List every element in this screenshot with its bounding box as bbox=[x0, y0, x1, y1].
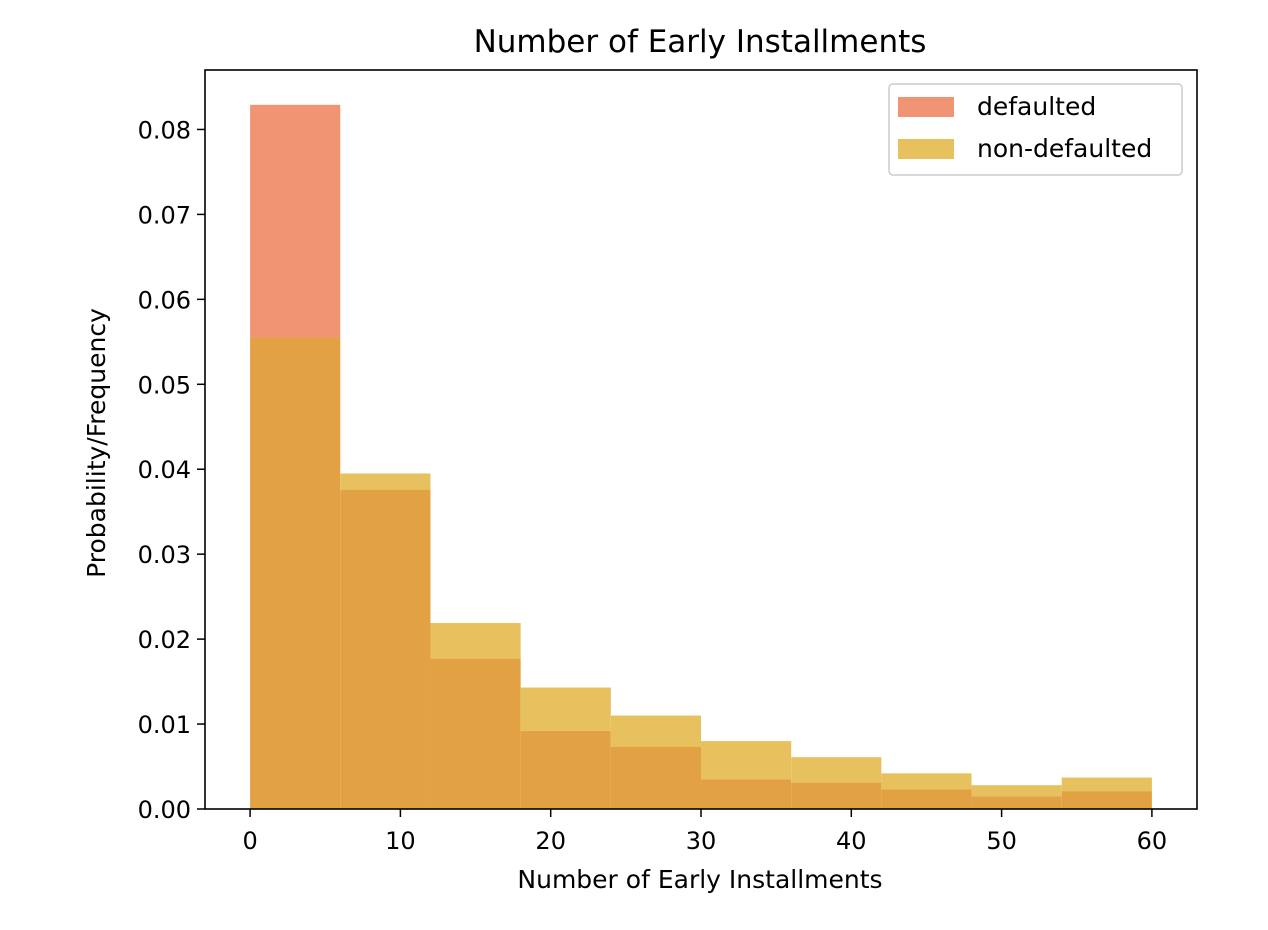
bar-non-defaulted-top bbox=[971, 785, 1062, 797]
x-tick-label: 60 bbox=[1137, 827, 1168, 855]
bar-overlap bbox=[791, 782, 882, 809]
bar-non-defaulted-top bbox=[430, 622, 521, 659]
plot-frame bbox=[204, 69, 1198, 810]
legend-label-non-defaulted: non-defaulted bbox=[977, 134, 1152, 163]
bar-overlap bbox=[610, 746, 701, 809]
bar-non-defaulted-top bbox=[701, 741, 792, 780]
bar-overlap bbox=[340, 489, 431, 809]
bar-non-defaulted-top bbox=[1061, 777, 1152, 792]
y-tick-label: 0.02 bbox=[138, 626, 191, 654]
bar-non-defaulted-top bbox=[791, 757, 882, 783]
bars-layer bbox=[250, 104, 1152, 809]
legend-label-defaulted: defaulted bbox=[977, 92, 1096, 121]
bar-overlap bbox=[430, 658, 521, 809]
legend-frame bbox=[888, 83, 1183, 176]
y-tick-label: 0.00 bbox=[138, 796, 191, 824]
y-tick-label: 0.07 bbox=[138, 201, 191, 229]
bar-overlap bbox=[881, 789, 972, 809]
x-axis-label: Number of Early Installments bbox=[517, 865, 882, 894]
axes-layer: 0 10 20 30 40 50 60 0.00 0.01 0.02 0.03 0.04 0.05 0.0… bbox=[138, 116, 1168, 855]
legend: defaulted non-defaulted bbox=[888, 83, 1183, 176]
legend-swatch-non-defaulted bbox=[898, 139, 954, 159]
chart-title: Number of Early Installments bbox=[474, 24, 927, 60]
y-tick-label: 0.06 bbox=[138, 286, 191, 314]
bar-overlap bbox=[250, 337, 341, 809]
bar-non-defaulted-top bbox=[610, 715, 701, 747]
bar-defaulted-top bbox=[250, 104, 341, 338]
bar-overlap bbox=[1061, 791, 1152, 809]
bar-non-defaulted-top bbox=[881, 773, 972, 790]
bar-overlap bbox=[520, 730, 611, 809]
x-tick-label: 20 bbox=[535, 827, 566, 855]
x-tick-label: 30 bbox=[686, 827, 717, 855]
y-tick-label: 0.04 bbox=[138, 456, 191, 484]
x-tick-label: 50 bbox=[986, 827, 1017, 855]
x-tick-label: 0 bbox=[242, 827, 257, 855]
bar-non-defaulted-top bbox=[520, 687, 611, 731]
y-tick-label: 0.03 bbox=[138, 541, 191, 569]
y-tick-label: 0.08 bbox=[138, 116, 191, 144]
bar-non-defaulted-top bbox=[340, 473, 431, 490]
bar-overlap bbox=[971, 796, 1062, 809]
bar-overlap bbox=[701, 779, 792, 809]
legend-swatch-defaulted bbox=[898, 97, 954, 117]
x-tick-label: 10 bbox=[385, 827, 416, 855]
y-axis-label: Probability/Frequency bbox=[82, 308, 111, 578]
y-tick-label: 0.01 bbox=[138, 711, 191, 739]
x-tick-label: 40 bbox=[836, 827, 867, 855]
y-tick-label: 0.05 bbox=[138, 371, 191, 399]
